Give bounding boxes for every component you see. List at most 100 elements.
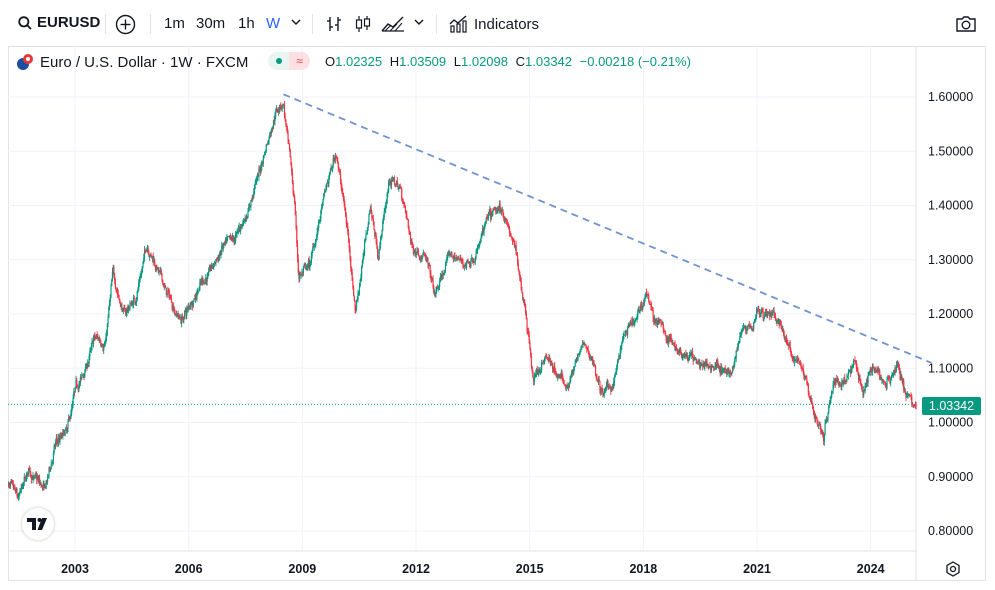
candle-body	[528, 335, 530, 343]
candle-body	[240, 224, 243, 228]
candle-body	[98, 338, 100, 341]
candle-body	[793, 358, 795, 362]
candle-body	[586, 349, 589, 350]
candle-body	[108, 301, 111, 308]
candle-body	[678, 350, 680, 354]
compare-button[interactable]	[115, 14, 136, 35]
candle-body	[701, 364, 703, 365]
candle-body	[331, 165, 334, 170]
candle-body	[280, 105, 282, 108]
tradingview-logo[interactable]	[22, 508, 54, 540]
candle-body	[737, 346, 739, 351]
candle-body	[527, 330, 529, 333]
candles-style-button[interactable]	[354, 15, 372, 33]
candle-body	[643, 298, 645, 303]
candle-body	[222, 244, 224, 249]
candle-body	[582, 342, 584, 344]
candle-body	[726, 371, 729, 373]
bar-style-button[interactable]	[325, 15, 343, 33]
candle-body	[356, 299, 358, 301]
candle-body	[871, 370, 873, 373]
candle-body	[45, 480, 47, 489]
interval-w[interactable]: W	[266, 15, 281, 32]
trendline[interactable]	[283, 93, 932, 364]
price-chart[interactable]: 1.60000 1.50000 1.40000 1.30000 1.20000 1.100…	[8, 46, 986, 581]
candle-body	[363, 241, 366, 253]
candle-body	[371, 217, 374, 219]
candle-body	[559, 374, 561, 376]
interval-dropdown[interactable]	[290, 17, 302, 27]
candle-body	[200, 281, 202, 283]
candle-body	[295, 214, 297, 229]
candle-body	[95, 335, 98, 339]
candle-body	[537, 372, 539, 374]
candle-body	[120, 306, 122, 308]
snapshot-button[interactable]	[955, 15, 977, 33]
candle-body	[458, 258, 460, 261]
candle-body	[594, 365, 597, 375]
candle-body	[546, 358, 549, 360]
candle-body	[119, 302, 122, 307]
candle-body	[119, 298, 121, 303]
candle-body	[736, 350, 738, 352]
candle-body	[405, 210, 407, 216]
candle-body	[334, 154, 337, 161]
candle-body	[584, 343, 586, 345]
candle-body	[73, 391, 75, 399]
candle-body	[475, 253, 477, 259]
candle-body	[559, 374, 562, 378]
candle-body	[469, 264, 471, 267]
candle-body	[558, 374, 560, 376]
chart-type-dropdown[interactable]	[413, 17, 425, 27]
interval-1m[interactable]: 1m	[164, 15, 185, 32]
symbol-search[interactable]: EURUSD	[18, 14, 100, 31]
candle-body	[703, 364, 705, 367]
candle-body	[332, 158, 334, 166]
indicators-button[interactable]: Indicators	[449, 15, 539, 33]
candle-body	[679, 349, 681, 351]
candle-body	[766, 312, 769, 316]
candle-body	[707, 365, 710, 369]
candle-body	[423, 253, 425, 256]
candle-body	[84, 372, 86, 377]
candle-body	[213, 264, 215, 267]
candle-body	[153, 260, 155, 263]
candle-body	[92, 338, 95, 344]
area-style-button[interactable]	[381, 15, 405, 33]
candle-body	[662, 324, 664, 330]
interval-1h[interactable]: 1h	[238, 15, 255, 32]
candle-body	[204, 282, 206, 285]
candle-body	[147, 248, 149, 253]
chevron-down-icon	[414, 19, 424, 25]
chart-settings-button[interactable]	[945, 561, 961, 582]
candle-body	[457, 257, 460, 259]
candle-body	[650, 304, 652, 307]
interval-30m[interactable]: 30m	[196, 15, 226, 32]
candle-body	[218, 253, 221, 260]
candle-body	[296, 243, 299, 259]
market-status-badge[interactable]: ≈	[268, 52, 310, 70]
candle-body	[567, 386, 569, 389]
candle-body	[825, 417, 828, 420]
candle-body	[865, 383, 867, 386]
candle-body	[793, 360, 796, 362]
candle-body	[487, 212, 490, 219]
candle-body	[455, 257, 457, 259]
candle-body	[342, 193, 345, 199]
candle-body	[294, 196, 296, 203]
candle-body	[568, 382, 570, 388]
candle-body	[674, 343, 676, 351]
candle-body	[371, 212, 373, 218]
candle-body	[872, 366, 874, 367]
candle-body	[135, 300, 138, 303]
candle-body	[477, 246, 479, 248]
candle-body	[82, 373, 84, 376]
candle-body	[670, 337, 672, 343]
candle-body	[573, 366, 576, 370]
candle-body	[246, 217, 248, 219]
candle-body	[328, 176, 330, 184]
candle-body	[188, 306, 190, 307]
candle-body	[800, 363, 802, 366]
candle-body	[221, 245, 223, 252]
candle-body	[137, 289, 139, 292]
